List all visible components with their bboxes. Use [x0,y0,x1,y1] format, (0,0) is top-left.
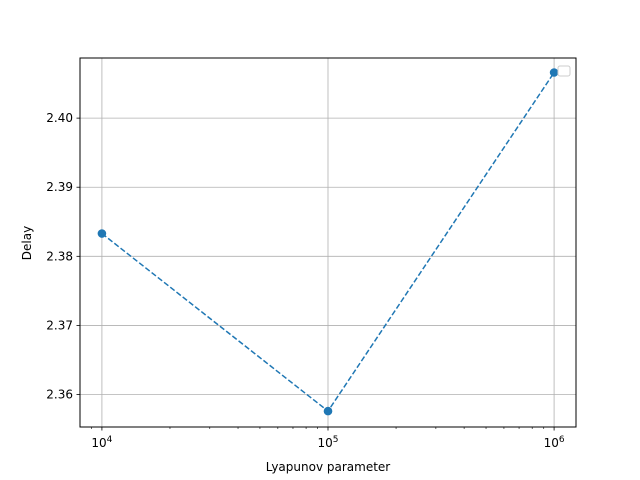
x-tick-label: 106 [544,435,565,450]
x-tick-label: 104 [91,435,112,450]
legend-box [557,65,571,77]
ticks: 104 105 106 2.36 2.37 2.38 2.39 2.40 [46,111,565,450]
y-tick-label: 2.39 [46,180,73,194]
data-point [549,68,559,77]
y-tick-label: 2.40 [46,111,73,125]
data-point [323,406,333,416]
y-tick-label: 2.38 [46,249,73,263]
x-axis-label: Lyapunov parameter [266,460,391,474]
series-layer [97,68,559,416]
y-tick-label: 2.37 [46,318,73,332]
grid [80,58,576,427]
data-point [97,229,107,238]
x-tick-label: 105 [317,435,338,450]
y-axis-label: Delay [20,226,34,260]
y-tick-label: 2.36 [46,388,73,402]
